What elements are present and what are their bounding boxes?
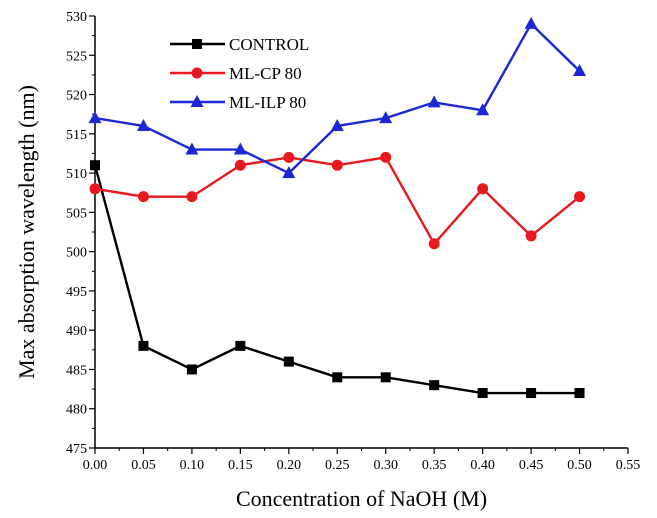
- x-tick-label: 0.55: [616, 458, 641, 473]
- data-point-circle: [137, 191, 149, 203]
- series-ml-ilp-80: [88, 16, 587, 179]
- data-point-square: [574, 388, 585, 399]
- data-point-circle: [380, 151, 392, 163]
- x-tick-label: 0.25: [325, 458, 350, 473]
- legend-label: ML-ILP 80: [229, 93, 306, 112]
- x-tick-label: 0.30: [373, 458, 398, 473]
- data-point-square: [332, 372, 343, 383]
- data-point-circle: [89, 183, 101, 195]
- x-axis-label: Concentration of NaOH (M): [236, 486, 487, 511]
- x-tick-label: 0.00: [83, 458, 108, 473]
- data-point-square: [192, 39, 202, 49]
- y-axis-label: Max absorption wavelength (nm): [14, 85, 39, 379]
- data-point-circle: [186, 191, 198, 203]
- y-tick-label: 525: [66, 49, 87, 64]
- y-tick-label: 480: [66, 403, 87, 418]
- x-tick-label: 0.45: [519, 458, 544, 473]
- data-point-triangle: [427, 95, 441, 108]
- y-tick-label: 520: [66, 89, 87, 104]
- x-tick-label: 0.35: [422, 458, 447, 473]
- chart-axes: 0.00 0.05 0.10 0.15 0.20 0.25 0.30 0.35 0.40 0.45…: [66, 10, 640, 473]
- y-tick-label: 505: [66, 206, 87, 221]
- data-point-triangle: [476, 103, 490, 116]
- y-tick-label: 485: [66, 363, 87, 378]
- data-point-triangle: [379, 111, 393, 124]
- legend-item: CONTROL: [170, 35, 309, 54]
- series-control: [90, 160, 585, 399]
- x-tick-label: 0.15: [228, 458, 253, 473]
- data-point-circle: [428, 238, 440, 250]
- data-point-circle: [331, 159, 343, 171]
- legend-label: CONTROL: [229, 35, 309, 54]
- x-tick-label: 0.10: [180, 458, 205, 473]
- data-point-triangle: [88, 111, 102, 124]
- data-point-triangle: [185, 142, 199, 155]
- series-line: [93, 164, 580, 395]
- data-point-circle: [477, 183, 489, 195]
- data-point-circle: [234, 159, 246, 171]
- data-point-triangle: [282, 166, 296, 179]
- data-point-circle: [283, 151, 295, 163]
- data-point-square: [526, 388, 537, 399]
- y-tick-label: 490: [66, 324, 87, 339]
- y-tick-label: 530: [66, 10, 87, 25]
- data-point-square: [235, 340, 246, 351]
- y-tick-label: 510: [66, 167, 87, 182]
- legend-item: ML-ILP 80: [170, 93, 306, 112]
- chart-legend: CONTROL ML-CP 80 ML-ILP 80: [170, 35, 309, 112]
- y-tick-label: 500: [66, 246, 87, 261]
- data-point-circle: [191, 67, 203, 79]
- series-line: [94, 22, 581, 175]
- data-point-square: [138, 340, 149, 351]
- x-tick-label: 0.50: [567, 458, 592, 473]
- x-tick-label: 0.20: [277, 458, 302, 473]
- data-point-square: [380, 372, 391, 383]
- data-point-square: [283, 356, 294, 367]
- x-tick-label: 0.40: [470, 458, 495, 473]
- x-tick-label: 0.05: [131, 458, 156, 473]
- data-point-square: [429, 380, 440, 391]
- data-point-circle: [574, 191, 586, 203]
- legend-item: ML-CP 80: [170, 64, 302, 83]
- y-tick-label: 515: [66, 128, 87, 143]
- data-point-circle: [525, 230, 537, 242]
- y-tick-label: 495: [66, 285, 87, 300]
- data-point-triangle: [136, 118, 150, 131]
- data-point-triangle: [330, 118, 344, 131]
- data-point-square: [90, 160, 100, 171]
- legend-label: ML-CP 80: [229, 64, 302, 83]
- data-point-triangle: [190, 95, 204, 107]
- data-point-triangle: [573, 63, 587, 76]
- chart-series: [88, 16, 587, 399]
- data-point-square: [186, 364, 197, 375]
- data-point-triangle: [524, 16, 538, 29]
- data-point-square: [477, 388, 488, 399]
- y-tick-label: 475: [66, 442, 87, 457]
- series-ml-cp-80: [89, 151, 586, 250]
- data-point-triangle: [233, 142, 247, 155]
